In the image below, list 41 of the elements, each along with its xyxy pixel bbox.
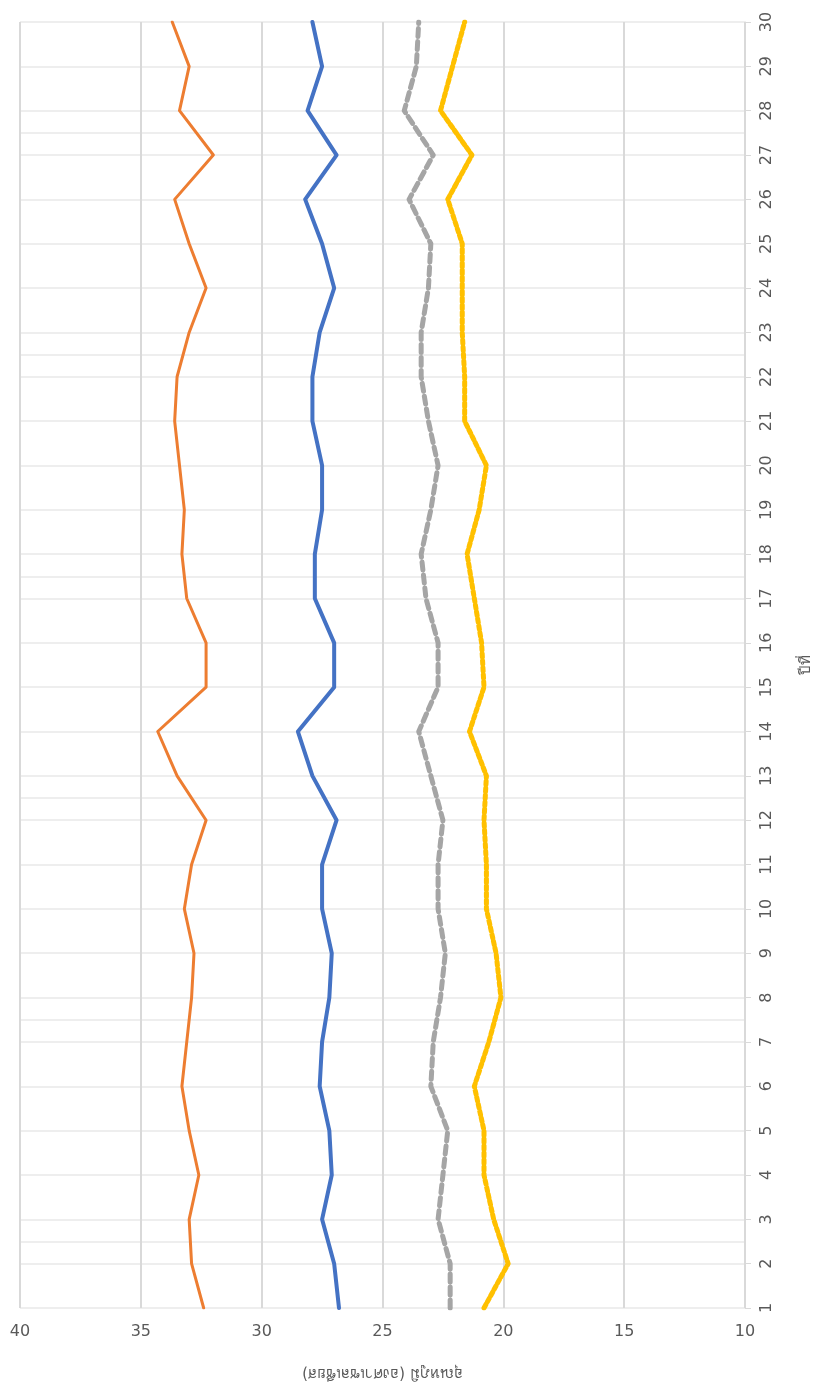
x-tick-label: 30 [251, 1320, 272, 1340]
x-tick-label: 35 [130, 1320, 152, 1340]
y-tick-label: 28 [755, 100, 775, 121]
y-tick-label: 21 [755, 410, 775, 432]
y-tick-label: 29 [755, 56, 775, 77]
y-tick-label: 4 [755, 1169, 775, 1181]
y-tick-label: 15 [755, 676, 775, 698]
y-tick-label: 17 [755, 588, 775, 609]
x-tick-label: 15 [613, 1320, 635, 1340]
y-tick-label: 19 [755, 499, 775, 520]
y-tick-label: 26 [755, 189, 775, 210]
y-axis-title: ปีที่ [793, 655, 814, 676]
y-tick-label: 1 [755, 1302, 775, 1314]
y-tick-label: 22 [755, 366, 775, 387]
y-tick-label: 13 [755, 765, 775, 787]
y-tick-label: 10 [755, 898, 775, 920]
y-tick-label: 11 [755, 854, 775, 875]
y-tick-label: 7 [755, 1036, 775, 1048]
y-tick-label: 3 [755, 1214, 775, 1225]
y-tick-label: 18 [755, 543, 775, 565]
y-tick-label: 24 [755, 277, 775, 299]
y-tick-label: 27 [755, 144, 775, 166]
x-tick-label: 25 [372, 1320, 393, 1340]
line-series [156, 20, 215, 1310]
y-tick-label: 23 [755, 322, 775, 343]
y-tick-label: 20 [755, 455, 775, 476]
y-tick-label: 9 [755, 948, 775, 959]
x-tick-label: 10 [734, 1320, 756, 1340]
x-tick-label: 20 [493, 1320, 514, 1340]
x-tick-label: 40 [9, 1320, 31, 1340]
y-tick-label: 8 [755, 992, 775, 1003]
y-tick-label: 16 [755, 632, 775, 654]
y-tick-label: 30 [755, 11, 775, 33]
line-series [295, 20, 341, 1310]
y-tick-label: 14 [755, 721, 775, 742]
y-tick-label: 6 [755, 1081, 775, 1092]
x-axis-title: อุณหภูมิ (องศาเซลเซียส) [302, 1363, 463, 1383]
y-tick-label: 12 [755, 810, 775, 831]
y-tick-label: 25 [755, 233, 775, 254]
y-tick-label: 5 [755, 1125, 775, 1136]
y-tick-label: 2 [755, 1258, 775, 1269]
